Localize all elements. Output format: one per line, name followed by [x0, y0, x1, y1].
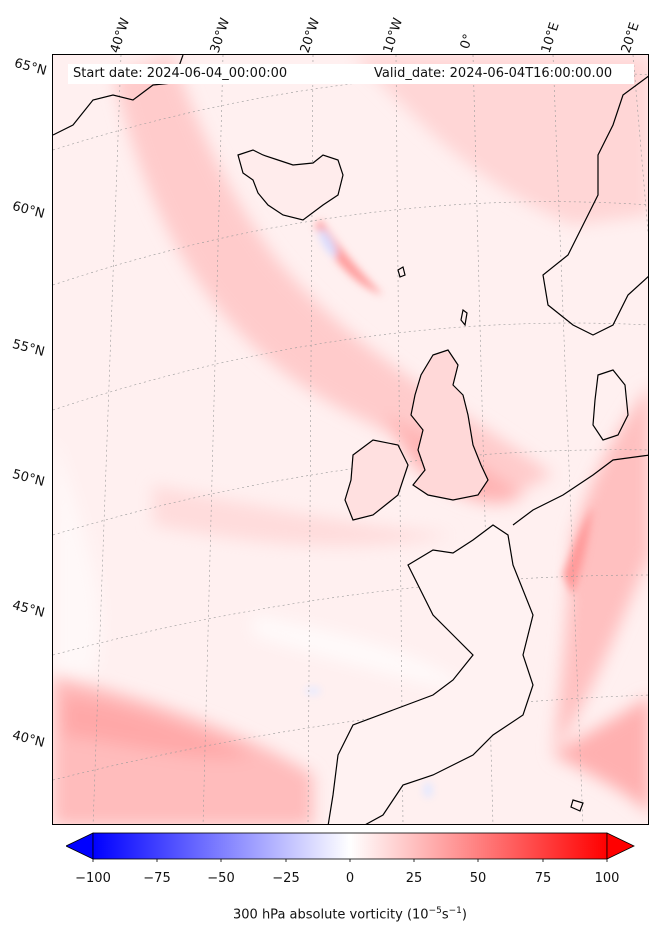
date-info-bar	[68, 64, 634, 84]
colorbar-tick-label: −75	[143, 871, 171, 886]
vorticity-field	[53, 55, 648, 824]
lat-label-45n: 45°N	[10, 598, 47, 621]
lon-label-0: 0°	[457, 32, 477, 51]
ireland	[344, 439, 409, 521]
colorbar-label-exp1: −5	[428, 906, 442, 916]
shetland	[460, 308, 468, 327]
colorbar-extend-max	[606, 832, 635, 860]
lon-label-40w: 40°W	[107, 16, 134, 55]
start-date-label: Start date: 2024-06-04_00:00:00	[73, 66, 288, 81]
colorbar-label-exp2: −1	[448, 906, 462, 916]
colorbar-label-suffix: )	[461, 907, 467, 923]
colorbar-svg	[65, 832, 635, 863]
colorbar	[65, 832, 636, 866]
iceland	[237, 149, 344, 221]
valid-date-label: Valid_date: 2024-06-04T16:00:00.00	[374, 66, 613, 81]
colorbar-tick-label: −50	[207, 871, 235, 886]
vorticity-map	[52, 54, 649, 825]
lon-label-30w: 30°W	[207, 16, 234, 55]
colorbar-ticks	[92, 859, 608, 863]
colorbar-label-mid: s	[441, 907, 449, 923]
lat-label-65n: 65°N	[12, 56, 49, 79]
coastlines	[53, 55, 648, 824]
lon-label-20e: 20°E	[618, 20, 643, 55]
lat-label-60n: 60°N	[10, 199, 47, 222]
lon-label-20w: 20°W	[297, 16, 324, 55]
lon-label-10e: 10°E	[538, 20, 563, 55]
denmark	[592, 369, 629, 441]
colorbar-tick-label: 25	[405, 871, 423, 886]
western-europe	[327, 524, 534, 824]
colorbar-tick-label: 100	[594, 871, 620, 886]
colorbar-gradient	[92, 832, 608, 860]
colorbar-tick-label: 75	[534, 871, 552, 886]
colorbar-tick-label: −100	[75, 871, 111, 886]
colorbar-label-prefix: 300 hPa absolute vorticity (10	[233, 907, 429, 923]
colorbar-tick-label: −25	[272, 871, 300, 886]
colorbar-tick-label: 50	[469, 871, 487, 886]
map-canvas	[53, 55, 648, 824]
north-sea-coast	[512, 454, 648, 526]
lat-label-50n: 50°N	[10, 467, 47, 490]
colorbar-tick-label: 0	[345, 871, 355, 886]
great-britain	[410, 349, 489, 501]
lat-label-40n: 40°N	[10, 728, 47, 751]
colorbar-extend-min	[65, 832, 94, 860]
colorbar-label: 300 hPa absolute vorticity (10−5s−1)	[0, 906, 659, 922]
lat-label-55n: 55°N	[10, 337, 47, 360]
norway-coast	[542, 75, 648, 336]
lon-label-10w: 10°W	[380, 16, 407, 55]
mediterranean-island	[570, 799, 584, 812]
faroe-islands	[397, 266, 406, 278]
